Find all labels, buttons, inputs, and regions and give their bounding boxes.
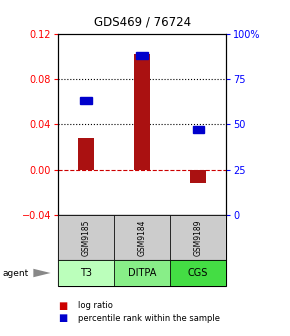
Bar — [114, 215, 170, 260]
Text: GSM9184: GSM9184 — [137, 219, 147, 256]
Text: GSM9185: GSM9185 — [81, 219, 90, 256]
Bar — [134, 54, 150, 170]
Text: GSM9189: GSM9189 — [194, 219, 203, 256]
Text: log ratio: log ratio — [78, 301, 113, 310]
Text: ■: ■ — [58, 301, 67, 311]
Bar — [78, 138, 94, 170]
Bar — [58, 260, 114, 286]
Bar — [190, 170, 206, 183]
Text: percentile rank within the sample: percentile rank within the sample — [78, 314, 220, 323]
Polygon shape — [33, 269, 50, 277]
Text: GDS469 / 76724: GDS469 / 76724 — [94, 15, 191, 28]
Text: CGS: CGS — [188, 268, 208, 278]
Text: DITPA: DITPA — [128, 268, 156, 278]
Bar — [114, 260, 170, 286]
Bar — [58, 215, 114, 260]
Text: ■: ■ — [58, 313, 67, 323]
Bar — [137, 52, 148, 59]
Text: T3: T3 — [80, 268, 92, 278]
Bar — [193, 126, 204, 133]
Bar — [80, 97, 92, 104]
Bar — [170, 215, 226, 260]
Bar — [170, 260, 226, 286]
Text: agent: agent — [3, 268, 29, 278]
